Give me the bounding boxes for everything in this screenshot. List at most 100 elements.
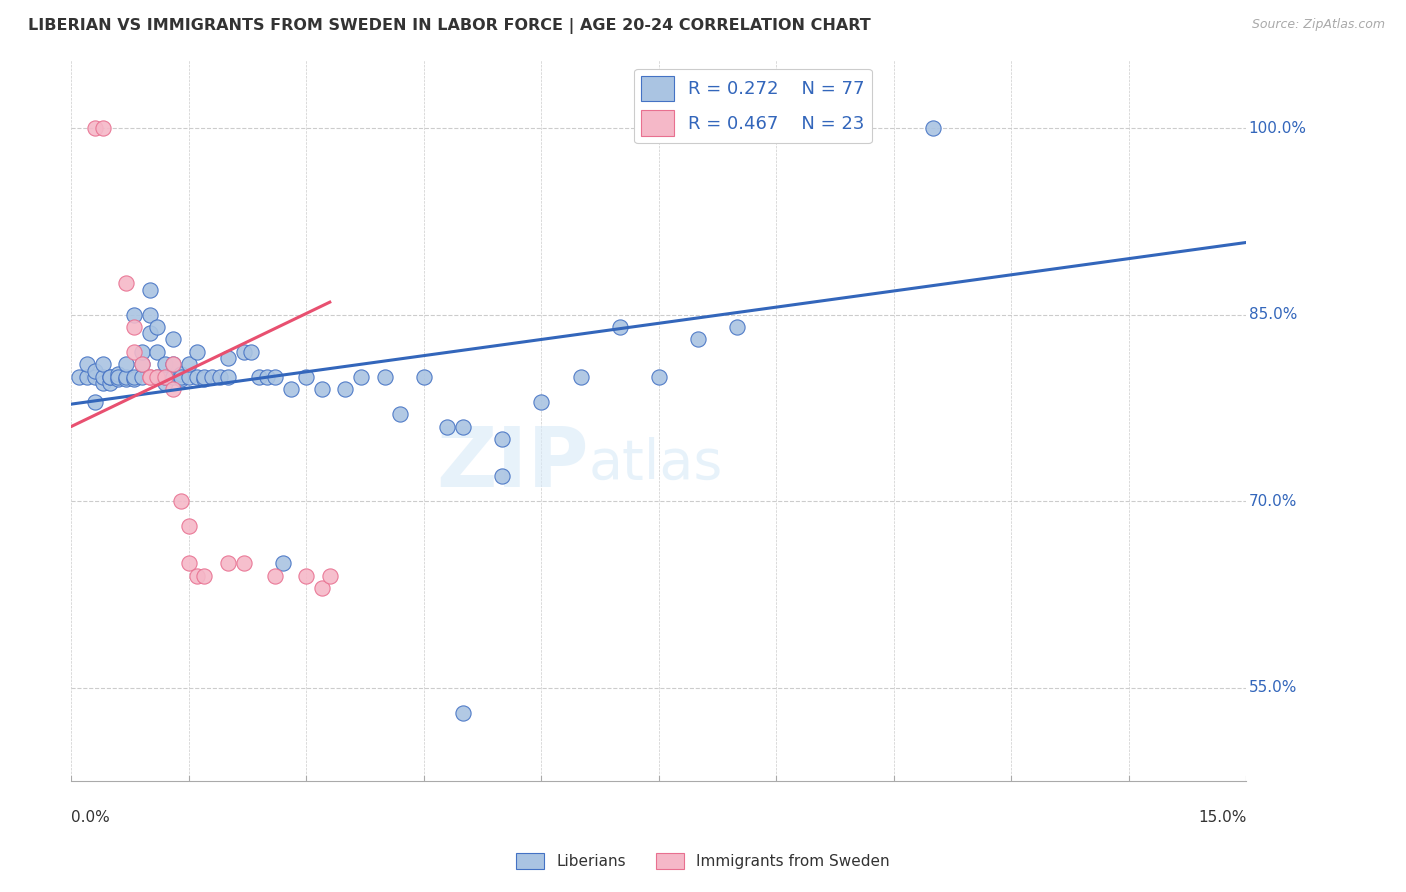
- Point: [76, 369, 98, 384]
- Point: [271, 557, 294, 571]
- Point: [107, 372, 129, 386]
- Point: [146, 344, 169, 359]
- Point: [146, 369, 169, 384]
- Text: 70.0%: 70.0%: [1249, 493, 1298, 508]
- Point: [91, 121, 114, 136]
- Text: ZIP: ZIP: [436, 423, 588, 504]
- Point: [725, 320, 748, 334]
- Point: [491, 469, 513, 483]
- Point: [201, 369, 224, 384]
- Point: [170, 372, 193, 386]
- Point: [177, 519, 200, 533]
- Point: [100, 369, 122, 384]
- Point: [138, 369, 160, 384]
- Point: [451, 706, 474, 720]
- Point: [115, 369, 138, 384]
- Point: [170, 369, 193, 384]
- Point: [209, 369, 232, 384]
- Point: [138, 326, 160, 341]
- Point: [76, 357, 98, 371]
- Point: [138, 308, 160, 322]
- Point: [107, 369, 129, 384]
- Point: [436, 419, 458, 434]
- Point: [131, 369, 153, 384]
- Point: [217, 351, 239, 365]
- Point: [451, 419, 474, 434]
- Point: [648, 369, 671, 384]
- Point: [256, 369, 278, 384]
- Point: [186, 568, 208, 582]
- Point: [91, 357, 114, 371]
- Text: Source: ZipAtlas.com: Source: ZipAtlas.com: [1251, 18, 1385, 31]
- Point: [83, 363, 105, 377]
- Point: [115, 357, 138, 371]
- Point: [350, 369, 373, 384]
- Point: [170, 368, 193, 382]
- Point: [311, 581, 333, 595]
- Point: [569, 369, 592, 384]
- Point: [412, 369, 434, 384]
- Point: [295, 369, 318, 384]
- Point: [155, 376, 177, 390]
- Point: [131, 357, 153, 371]
- Point: [146, 320, 169, 334]
- Point: [186, 344, 208, 359]
- Point: [280, 382, 302, 396]
- Point: [67, 369, 90, 384]
- Point: [232, 557, 254, 571]
- Point: [232, 344, 254, 359]
- Point: [193, 372, 215, 386]
- Point: [389, 407, 412, 421]
- Point: [217, 557, 239, 571]
- Point: [240, 344, 263, 359]
- Point: [122, 344, 145, 359]
- Point: [170, 494, 193, 508]
- Text: 55.0%: 55.0%: [1249, 681, 1298, 695]
- Point: [374, 369, 396, 384]
- Text: 100.0%: 100.0%: [1249, 120, 1306, 136]
- Point: [91, 376, 114, 390]
- Point: [530, 394, 553, 409]
- Point: [177, 357, 200, 371]
- Point: [122, 308, 145, 322]
- Point: [138, 369, 160, 384]
- Point: [155, 369, 177, 384]
- Text: 85.0%: 85.0%: [1249, 307, 1298, 322]
- Point: [217, 369, 239, 384]
- Point: [83, 394, 105, 409]
- Text: 0.0%: 0.0%: [72, 810, 110, 825]
- Point: [155, 357, 177, 371]
- Point: [122, 372, 145, 386]
- Point: [491, 432, 513, 446]
- Point: [335, 382, 357, 396]
- Point: [295, 568, 318, 582]
- Point: [177, 369, 200, 384]
- Text: 15.0%: 15.0%: [1198, 810, 1247, 825]
- Point: [131, 357, 153, 371]
- Text: atlas: atlas: [588, 436, 723, 491]
- Point: [83, 369, 105, 384]
- Point: [162, 369, 184, 384]
- Point: [162, 382, 184, 396]
- Legend: Liberians, Immigrants from Sweden: Liberians, Immigrants from Sweden: [510, 847, 896, 875]
- Point: [193, 568, 215, 582]
- Point: [177, 557, 200, 571]
- Point: [107, 368, 129, 382]
- Point: [162, 357, 184, 371]
- Point: [844, 121, 866, 136]
- Point: [264, 568, 287, 582]
- Point: [162, 357, 184, 371]
- Point: [122, 320, 145, 334]
- Point: [138, 283, 160, 297]
- Point: [264, 369, 287, 384]
- Text: LIBERIAN VS IMMIGRANTS FROM SWEDEN IN LABOR FORCE | AGE 20-24 CORRELATION CHART: LIBERIAN VS IMMIGRANTS FROM SWEDEN IN LA…: [28, 18, 870, 34]
- Point: [686, 333, 709, 347]
- Point: [83, 121, 105, 136]
- Point: [922, 121, 945, 136]
- Point: [162, 333, 184, 347]
- Point: [91, 369, 114, 384]
- Point: [115, 277, 138, 291]
- Point: [186, 369, 208, 384]
- Point: [609, 320, 631, 334]
- Point: [319, 568, 342, 582]
